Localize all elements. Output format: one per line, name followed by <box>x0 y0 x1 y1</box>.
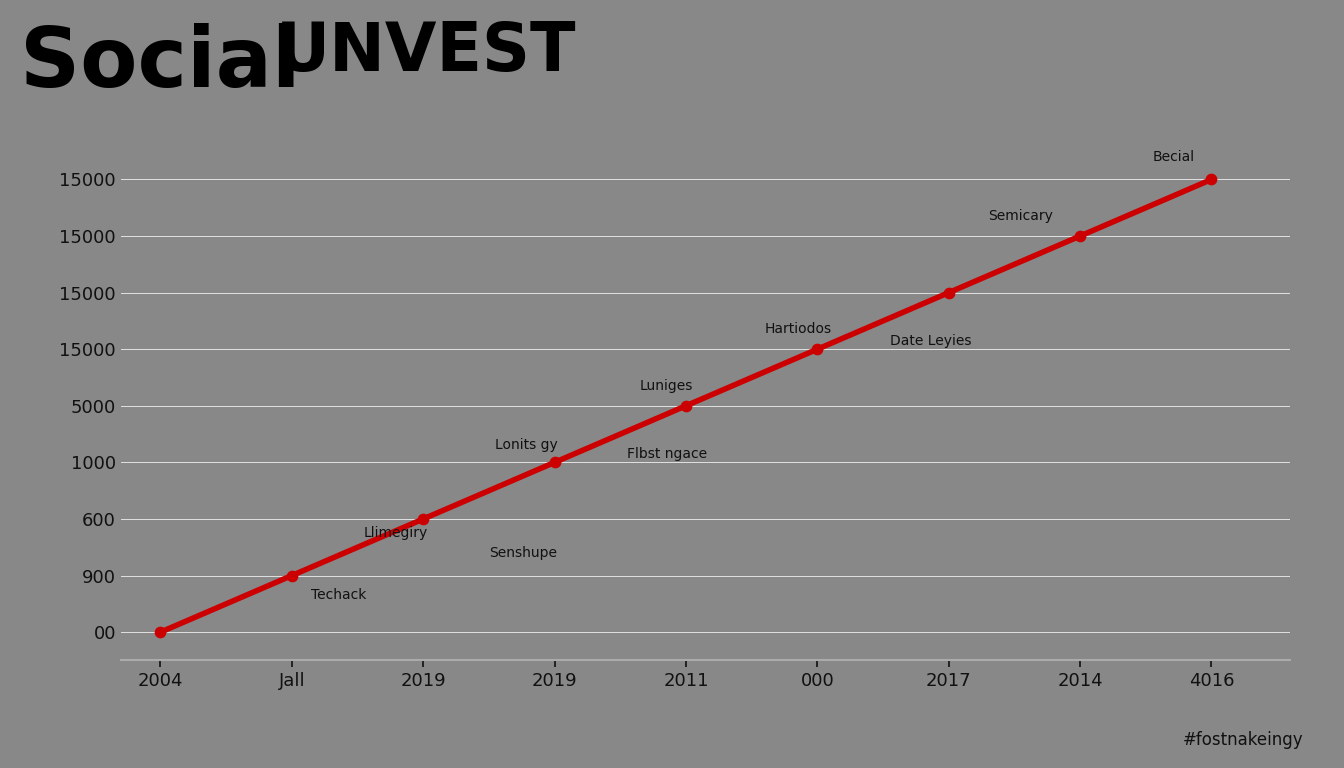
Point <box>806 343 828 356</box>
Point <box>413 513 434 525</box>
Text: Techack: Techack <box>312 588 367 602</box>
Text: Lonits gy: Lonits gy <box>496 439 558 452</box>
Text: Semicary: Semicary <box>988 209 1052 223</box>
Point <box>1070 230 1091 242</box>
Point <box>281 569 302 581</box>
Point <box>149 626 171 638</box>
Point <box>675 399 696 412</box>
Text: Date Leyies: Date Leyies <box>890 334 970 348</box>
Point <box>938 286 960 299</box>
Text: Hartiodos: Hartiodos <box>765 323 832 336</box>
Text: Flbst ngace: Flbst ngace <box>626 447 707 461</box>
Text: Becial: Becial <box>1152 150 1195 164</box>
Text: UNVEST: UNVEST <box>276 19 577 85</box>
Text: Luniges: Luniges <box>640 379 694 393</box>
Point <box>544 456 566 468</box>
Text: #fostnakeingy: #fostnakeingy <box>1183 731 1304 749</box>
Text: Llimegiry: Llimegiry <box>364 526 429 540</box>
Text: Senshupe: Senshupe <box>489 546 556 560</box>
Text: Social: Social <box>20 23 329 104</box>
Point <box>1200 174 1222 186</box>
